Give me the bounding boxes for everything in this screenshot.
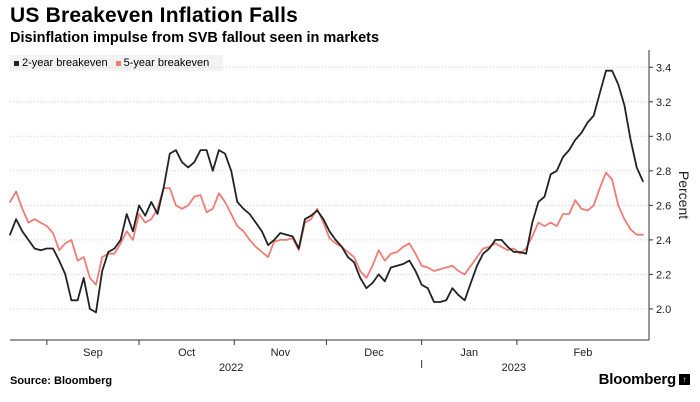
- chart-legend: 2-year breakeven 5-year breakeven: [10, 55, 224, 71]
- line-chart: 2.0 2.2 2.4 2.6 2.8 3.0 3.2 3.4 Percent Sep Oct Nov…: [9, 50, 692, 372]
- y-tick-label: 2.8: [656, 166, 671, 178]
- legend-swatch-5y: [115, 60, 121, 66]
- series-line-5y: [9, 171, 644, 286]
- source-note: Source: Bloomberg: [10, 375, 113, 387]
- brand-badge-icon: ↑: [679, 374, 690, 385]
- legend-item-2y: 2-year breakeven: [14, 57, 108, 69]
- y-tick-label: 2.6: [656, 200, 671, 212]
- y-axis-title: Percent: [676, 171, 692, 219]
- year-label: 2022: [219, 362, 243, 372]
- y-tick-label: 2.4: [656, 235, 671, 247]
- year-label: 2023: [502, 362, 526, 372]
- brand-name: Bloomberg: [598, 371, 677, 388]
- chart-subtitle: Disinflation impulse from SVB fallout se…: [10, 30, 380, 46]
- legend-label-2y: 2-year breakeven: [22, 57, 108, 69]
- legend-item-5y: 5-year breakeven: [115, 57, 210, 69]
- legend-swatch-2y: [14, 60, 19, 66]
- x-tick-label: Jan: [460, 347, 478, 359]
- y-tick-label: 3.0: [656, 131, 671, 143]
- y-tick-label: 2.2: [656, 269, 671, 281]
- series-line-2y: [9, 69, 644, 314]
- legend-label-5y: 5-year breakeven: [123, 57, 210, 69]
- y-tick-label: 3.4: [656, 62, 671, 74]
- x-tick-label: Feb: [573, 347, 592, 359]
- brand-logo: Bloomberg ↑: [599, 371, 690, 388]
- y-tick-label: 2.0: [656, 304, 671, 316]
- x-tick-label: Dec: [364, 347, 384, 359]
- x-tick-label: Sep: [83, 347, 103, 359]
- x-tick-label: Nov: [271, 347, 291, 359]
- x-tick-label: Oct: [178, 347, 195, 359]
- chart-title: US Breakeven Inflation Falls: [10, 4, 299, 27]
- y-tick-label: 3.2: [656, 97, 671, 109]
